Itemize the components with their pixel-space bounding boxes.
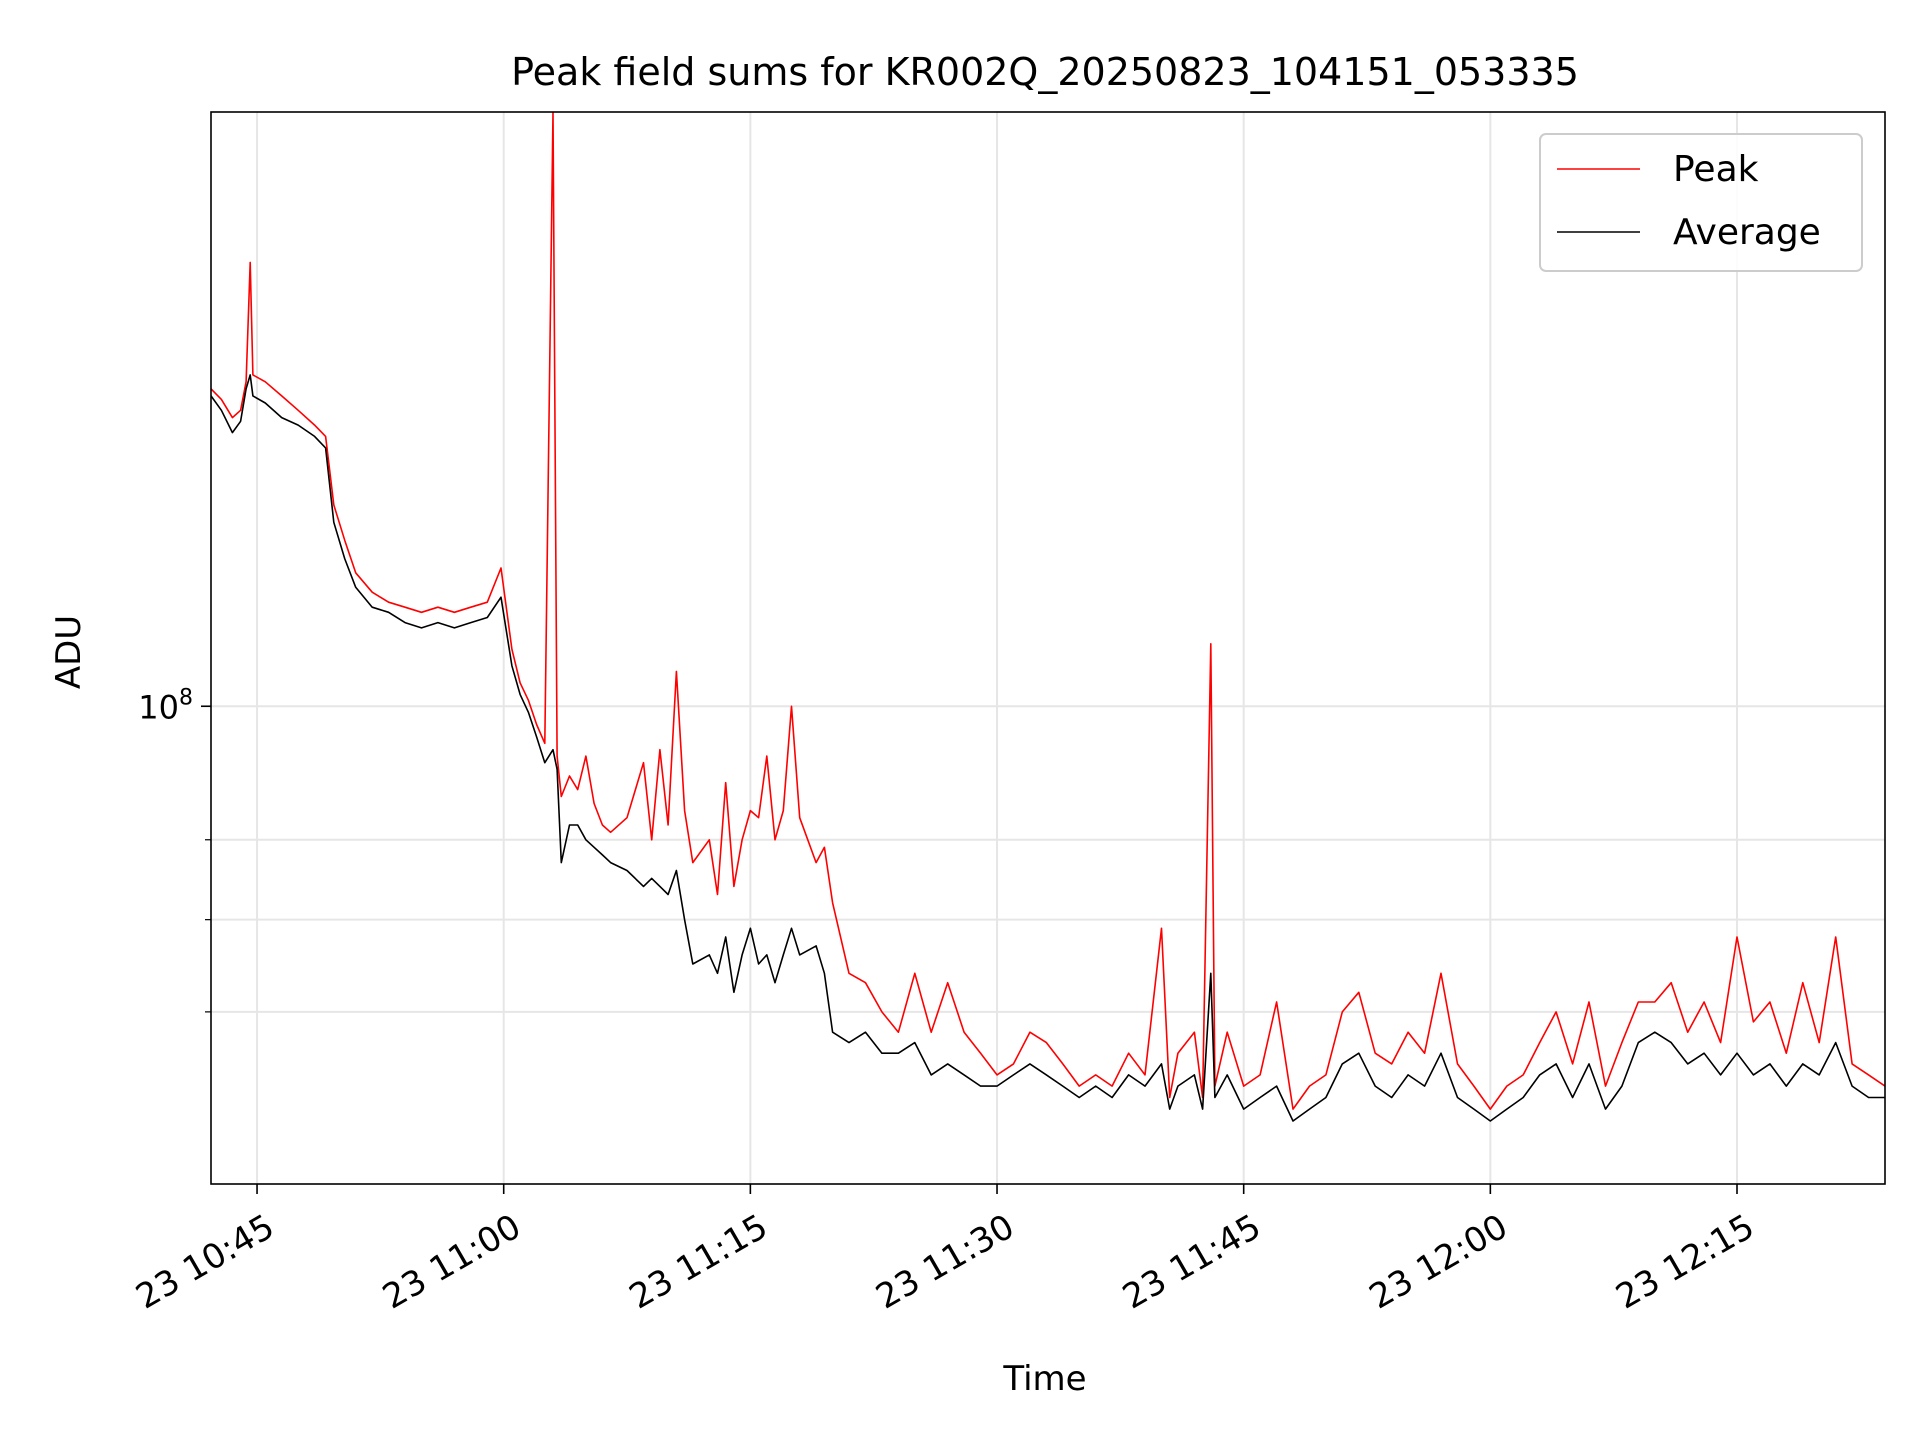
legend-label-peak: Peak [1673, 149, 1759, 190]
y-tick-label: 108 [138, 685, 193, 726]
x-axis-label: Time [1002, 1359, 1086, 1399]
plot-frame [210, 111, 1886, 1185]
series-line-peak [211, 112, 1885, 1110]
series-line-average [211, 374, 1885, 1122]
legend: Peak Average [1539, 133, 1863, 272]
legend-label-average: Average [1673, 212, 1821, 253]
chart-title: Peak field sums for KR002Q_20250823_1041… [511, 50, 1579, 94]
y-axis-label: ADU [49, 615, 89, 689]
grid [211, 112, 1885, 1184]
series-layer [211, 112, 1885, 1122]
